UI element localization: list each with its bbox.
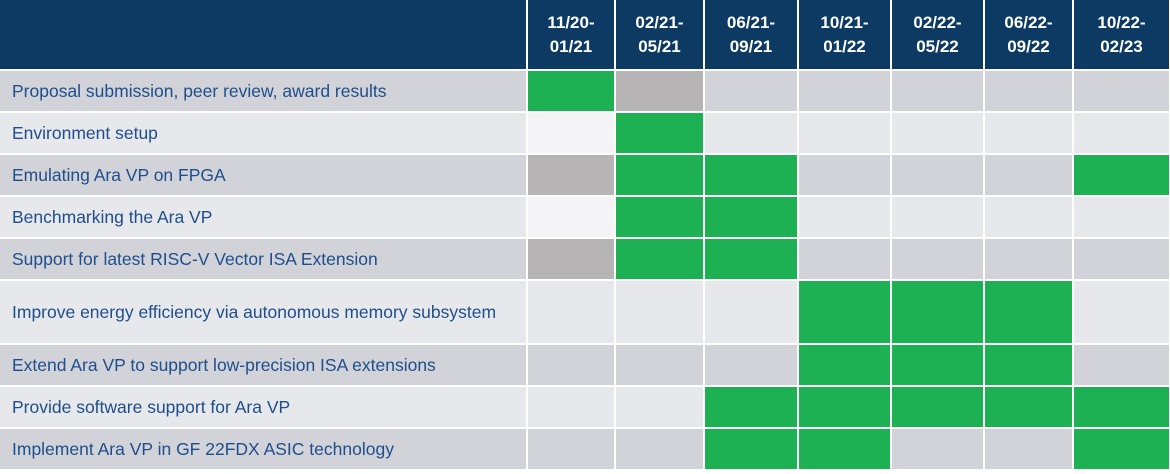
schedule-cell	[615, 386, 705, 429]
schedule-cell	[704, 112, 799, 155]
schedule-cell	[615, 280, 705, 345]
schedule-cell-active	[615, 154, 705, 197]
period-header: 10/21- 01/22	[798, 0, 892, 71]
schedule-cell-active	[1073, 428, 1170, 471]
task-label: Provide software support for Ara VP	[0, 386, 528, 429]
schedule-cell	[615, 70, 705, 113]
schedule-cell-active	[984, 344, 1074, 387]
schedule-cell-active	[984, 280, 1074, 345]
schedule-cell-active	[798, 386, 892, 429]
period-header: 06/22- 09/22	[984, 0, 1074, 71]
schedule-cell	[891, 154, 985, 197]
schedule-cell	[798, 154, 892, 197]
task-row: Provide software support for Ara VP	[0, 386, 1170, 429]
schedule-cell	[984, 154, 1074, 197]
schedule-cell	[527, 238, 616, 281]
schedule-cell	[1073, 112, 1170, 155]
schedule-cell	[527, 280, 616, 345]
task-row: Proposal submission, peer review, award …	[0, 70, 1170, 113]
task-column-header	[0, 0, 528, 71]
schedule-cell	[527, 386, 616, 429]
schedule-cell	[1073, 70, 1170, 113]
schedule-cell	[527, 154, 616, 197]
schedule-cell-active	[704, 386, 799, 429]
period-header: 10/22- 02/23	[1073, 0, 1170, 71]
task-row: Emulating Ara VP on FPGA	[0, 154, 1170, 197]
task-label: Proposal submission, peer review, award …	[0, 70, 528, 113]
schedule-cell	[1073, 280, 1170, 345]
schedule-cell	[891, 238, 985, 281]
schedule-cell-active	[615, 112, 705, 155]
task-label: Environment setup	[0, 112, 528, 155]
schedule-cell-active	[798, 344, 892, 387]
schedule-cell	[1073, 344, 1170, 387]
schedule-cell	[527, 112, 616, 155]
schedule-cell	[615, 344, 705, 387]
schedule-cell-active	[891, 386, 985, 429]
schedule-cell	[704, 280, 799, 345]
task-label: Extend Ara VP to support low-precision I…	[0, 344, 528, 387]
schedule-cell-active	[527, 70, 616, 113]
schedule-cell	[984, 428, 1074, 471]
period-header: 02/21- 05/21	[615, 0, 705, 71]
schedule-cell-active	[798, 428, 892, 471]
schedule-cell-active	[1073, 154, 1170, 197]
schedule-cell	[891, 428, 985, 471]
task-label: Emulating Ara VP on FPGA	[0, 154, 528, 197]
schedule-cell	[798, 196, 892, 239]
schedule-cell	[527, 196, 616, 239]
task-label: Improve energy efficiency via autonomous…	[0, 280, 528, 345]
task-row: Implement Ara VP in GF 22FDX ASIC techno…	[0, 428, 1170, 471]
task-row: Support for latest RISC-V Vector ISA Ext…	[0, 238, 1170, 281]
schedule-cell	[891, 112, 985, 155]
schedule-cell	[798, 238, 892, 281]
schedule-cell-active	[891, 344, 985, 387]
schedule-cell	[984, 112, 1074, 155]
period-header: 06/21- 09/21	[704, 0, 799, 71]
schedule-cell	[527, 428, 616, 471]
header-row: 11/20- 01/21 02/21- 05/21 06/21- 09/21 1…	[0, 0, 1170, 71]
schedule-cell-active	[704, 154, 799, 197]
schedule-cell-active	[704, 428, 799, 471]
schedule-cell	[984, 196, 1074, 239]
schedule-cell-active	[615, 196, 705, 239]
schedule-cell-active	[615, 238, 705, 281]
schedule-cell	[891, 70, 985, 113]
schedule-cell-active	[798, 280, 892, 345]
schedule-cell	[704, 70, 799, 113]
schedule-cell-active	[704, 238, 799, 281]
task-row: Environment setup	[0, 112, 1170, 155]
schedule-cell	[798, 70, 892, 113]
schedule-cell	[1073, 238, 1170, 281]
schedule-cell	[615, 428, 705, 471]
schedule-cell	[891, 196, 985, 239]
task-label: Implement Ara VP in GF 22FDX ASIC techno…	[0, 428, 528, 471]
task-row: Extend Ara VP to support low-precision I…	[0, 344, 1170, 387]
schedule-cell-active	[1073, 386, 1170, 429]
schedule-cell-active	[704, 196, 799, 239]
task-row: Improve energy efficiency via autonomous…	[0, 280, 1170, 345]
schedule-cell	[527, 344, 616, 387]
task-label: Support for latest RISC-V Vector ISA Ext…	[0, 238, 528, 281]
schedule-cell	[1073, 196, 1170, 239]
period-header: 11/20- 01/21	[527, 0, 616, 71]
schedule-cell	[984, 70, 1074, 113]
schedule-cell	[984, 238, 1074, 281]
period-header: 02/22- 05/22	[891, 0, 985, 71]
task-row: Benchmarking the Ara VP	[0, 196, 1170, 239]
schedule-cell-active	[891, 280, 985, 345]
schedule-cell	[704, 344, 799, 387]
schedule-cell	[798, 112, 892, 155]
task-label: Benchmarking the Ara VP	[0, 196, 528, 239]
schedule-cell-active	[984, 386, 1074, 429]
